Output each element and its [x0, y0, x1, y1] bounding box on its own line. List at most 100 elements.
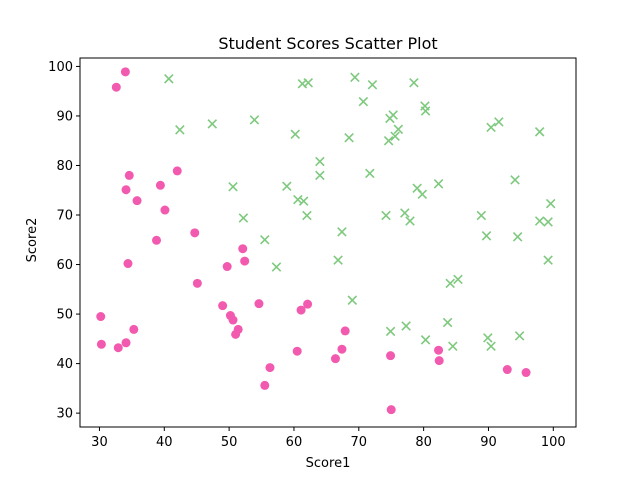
data-point-circle	[160, 205, 170, 215]
data-point-x	[315, 156, 325, 167]
data-point-x-stroke	[390, 131, 400, 142]
data-point-x-stroke	[448, 341, 458, 352]
data-point-x-stroke	[412, 183, 422, 194]
data-point-x	[365, 168, 375, 179]
data-point-circle	[231, 329, 241, 339]
data-point-circle	[434, 345, 444, 355]
data-point-x-stroke	[347, 295, 358, 305]
x-tick-label: 50	[221, 435, 238, 450]
y-tick-label: 30	[56, 407, 73, 422]
data-point-circle	[260, 380, 270, 390]
data-point-circle	[121, 338, 131, 348]
data-point-circle	[155, 180, 165, 190]
y-tick-label: 50	[56, 308, 73, 323]
data-point-x-stroke	[405, 216, 415, 226]
data-point-circle	[340, 326, 350, 336]
data-point-x-stroke	[367, 79, 378, 90]
data-point-circle	[254, 299, 264, 309]
x-axis-label: Score1	[306, 456, 351, 471]
data-point-x	[344, 132, 354, 143]
data-point-x	[385, 113, 395, 124]
y-tick-label: 70	[56, 209, 73, 224]
data-point-x-stroke	[512, 232, 523, 242]
data-point-circle	[218, 301, 228, 311]
data-point-x	[433, 179, 444, 189]
data-point-x	[381, 210, 391, 221]
data-point-x	[293, 194, 303, 205]
data-point-x	[543, 217, 553, 227]
data-point-circle	[132, 196, 142, 206]
data-point-x	[228, 182, 238, 192]
data-point-x-stroke	[393, 124, 404, 135]
data-point-x	[405, 216, 415, 226]
data-point-x-stroke	[164, 74, 174, 84]
data-point-x-stroke	[486, 341, 496, 352]
data-point-x-stroke	[534, 216, 545, 226]
data-point-x-stroke	[481, 231, 492, 241]
data-point-circle	[152, 235, 162, 245]
data-point-x	[400, 208, 410, 218]
data-point-x-stroke	[271, 262, 282, 272]
data-point-circle	[238, 244, 248, 254]
data-point-circle	[502, 365, 512, 375]
data-point-circle	[303, 299, 313, 309]
data-point-x	[534, 127, 545, 137]
data-point-circle	[386, 351, 396, 361]
data-point-circle	[292, 346, 302, 356]
data-point-circle	[296, 305, 306, 315]
data-point-x-stroke	[228, 182, 238, 192]
data-point-x-stroke	[417, 189, 428, 199]
data-point-x	[249, 115, 260, 125]
data-point-x	[315, 170, 325, 181]
data-point-x-stroke	[409, 77, 419, 88]
data-point-x	[514, 331, 525, 341]
data-point-x-stroke	[315, 156, 325, 167]
data-point-x	[164, 74, 174, 84]
data-point-circle	[192, 278, 202, 288]
data-point-x	[260, 235, 270, 245]
data-point-x	[453, 274, 463, 285]
y-tick-label: 90	[56, 109, 73, 124]
data-point-x	[486, 122, 496, 133]
data-point-x	[383, 135, 394, 146]
data-point-x-stroke	[249, 115, 260, 125]
data-point-x-stroke	[510, 175, 520, 185]
data-point-x-stroke	[401, 321, 411, 331]
data-point-x	[481, 231, 492, 241]
data-point-x-stroke	[486, 122, 496, 133]
data-point-circle	[521, 368, 531, 378]
data-point-x-stroke	[383, 135, 394, 146]
data-point-circle	[172, 166, 182, 176]
x-tick-label: 80	[415, 435, 432, 450]
data-point-x	[476, 210, 487, 221]
y-tick-label: 80	[56, 159, 73, 174]
data-point-x-stroke	[207, 119, 218, 129]
data-point-x-stroke	[302, 210, 312, 221]
data-point-x-stroke	[385, 113, 395, 124]
data-point-circle	[337, 344, 347, 354]
data-point-x	[282, 181, 292, 192]
data-point-x	[238, 213, 249, 223]
data-point-circle	[113, 343, 123, 353]
data-point-x-stroke	[453, 274, 463, 285]
data-point-x-stroke	[358, 96, 369, 107]
data-point-x-stroke	[385, 326, 396, 337]
data-point-x-stroke	[297, 78, 308, 89]
data-point-x-stroke	[333, 255, 343, 265]
data-point-x-stroke	[543, 217, 553, 227]
x-tick-label: 70	[351, 435, 368, 450]
data-point-x-stroke	[381, 210, 391, 221]
data-point-x-stroke	[433, 179, 444, 189]
data-point-x	[483, 333, 493, 343]
data-point-x	[545, 198, 556, 209]
data-point-circle	[120, 67, 130, 77]
x-tick-label: 40	[156, 435, 173, 450]
data-point-x	[420, 335, 431, 345]
data-point-x-stroke	[293, 194, 303, 205]
axes-frame	[79, 57, 577, 428]
data-point-x	[271, 262, 282, 272]
data-point-x	[442, 317, 453, 328]
data-point-x	[401, 321, 411, 331]
